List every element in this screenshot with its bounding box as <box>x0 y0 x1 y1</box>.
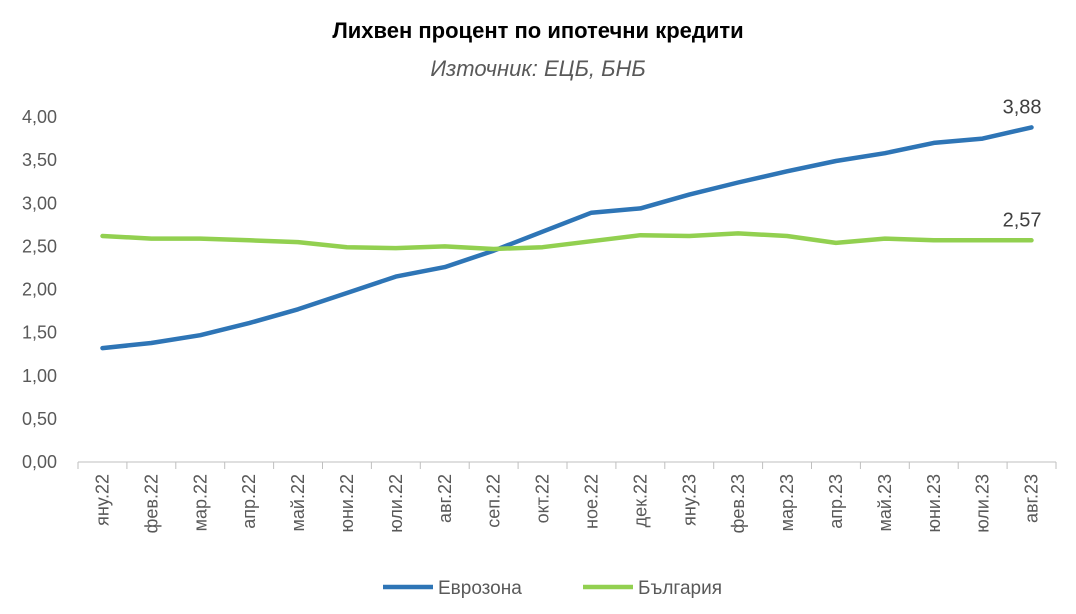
y-tick-label: 0,50 <box>22 409 57 429</box>
x-tick-label: окт.22 <box>533 474 553 523</box>
y-tick-label: 3,50 <box>22 150 57 170</box>
y-tick-label: 1,00 <box>22 366 57 386</box>
chart-title: Лихвен процент по ипотечни кредити <box>332 18 744 43</box>
x-tick-label: юли.23 <box>973 474 993 533</box>
x-tick-label: яну.23 <box>679 474 699 526</box>
x-tick-label: фев.22 <box>141 474 161 533</box>
x-tick-label: юни.23 <box>924 474 944 533</box>
labels-layer: 3,88 2,57 <box>1003 96 1042 231</box>
x-tick-label: май.22 <box>288 474 308 531</box>
legend-label-eurozone: Еврозона <box>438 578 522 599</box>
x-tick-label: мар.22 <box>190 474 210 531</box>
series-layer <box>100 125 1034 351</box>
x-tick-label: юли.22 <box>386 474 406 533</box>
y-tick-label: 2,00 <box>22 280 57 300</box>
legend-label-bulgaria: България <box>638 578 722 599</box>
y-tick-label: 2,50 <box>22 236 57 256</box>
x-tick-label: ное.22 <box>581 474 601 529</box>
x-tick-label: апр.22 <box>239 474 259 529</box>
y-tick-label: 3,00 <box>22 193 57 213</box>
x-tick-label: дек.22 <box>630 474 650 527</box>
x-tick-label: авг.22 <box>435 474 455 523</box>
data-label-bulgaria: 2,57 <box>1003 209 1042 231</box>
x-tick-label: сеп.22 <box>484 474 504 528</box>
axes-layer: 0,00 0,50 1,00 1,50 2,00 2,50 3,00 3,50 4,00 яну.… <box>22 107 1057 533</box>
data-label-eurozone: 3,88 <box>1003 96 1042 118</box>
y-tick-label: 1,50 <box>22 323 57 343</box>
series-line-eurozone <box>100 125 1034 351</box>
x-tick-label: апр.23 <box>826 474 846 529</box>
y-tick-label: 0,00 <box>22 452 57 472</box>
x-tick-label: юни.22 <box>337 474 357 533</box>
x-tick-label: фев.23 <box>728 474 748 533</box>
legend: Еврозона България <box>383 578 722 599</box>
x-tick-label: авг.23 <box>1022 474 1042 523</box>
y-tick-label: 4,00 <box>22 107 57 127</box>
x-tick-label: яну.22 <box>92 474 112 526</box>
x-tick-label: май.23 <box>875 474 895 531</box>
chart-subtitle: Източник: ЕЦБ, БНБ <box>430 56 646 81</box>
x-tick-label: мар.23 <box>777 474 797 531</box>
series-line-bulgaria <box>100 231 1034 252</box>
